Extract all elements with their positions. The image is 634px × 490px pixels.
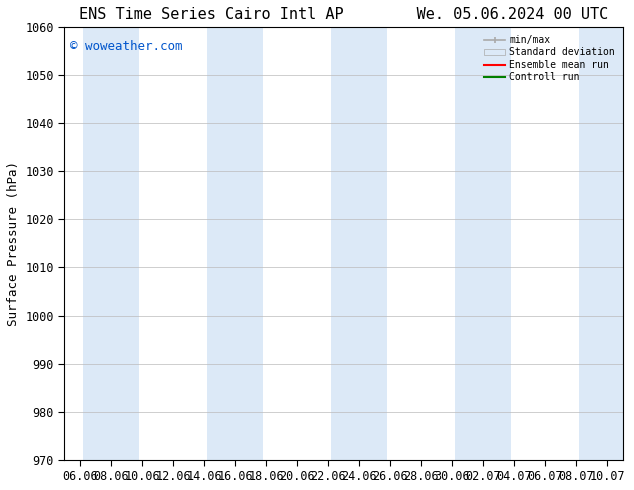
Bar [579,27,634,460]
Text: © woweather.com: © woweather.com [70,40,183,53]
Bar [331,27,387,460]
Title: ENS Time Series Cairo Intl AP        We. 05.06.2024 00 UTC: ENS Time Series Cairo Intl AP We. 05.06.… [79,7,608,22]
Bar [455,27,511,460]
Bar [83,27,139,460]
Bar [207,27,263,460]
Legend: min/max, Standard deviation, Ensemble mean run, Controll run: min/max, Standard deviation, Ensemble me… [481,32,618,85]
Y-axis label: Surface Pressure (hPa): Surface Pressure (hPa) [7,161,20,326]
